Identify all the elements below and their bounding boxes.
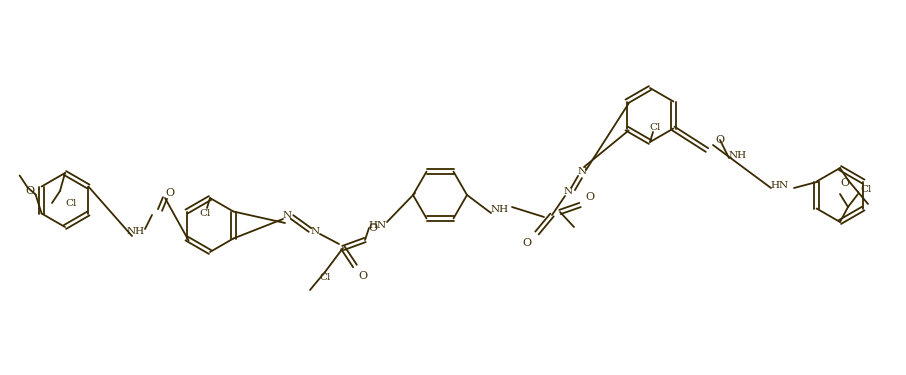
Text: O: O <box>166 188 175 198</box>
Text: NH: NH <box>491 206 509 214</box>
Text: Cl: Cl <box>861 186 872 195</box>
Text: O: O <box>359 271 368 281</box>
Text: HN: HN <box>369 220 387 230</box>
Text: HN: HN <box>771 180 789 189</box>
Text: O: O <box>841 178 850 188</box>
Text: NH: NH <box>729 150 747 159</box>
Text: N: N <box>564 188 573 196</box>
Text: Cl: Cl <box>319 273 331 282</box>
Text: O: O <box>523 238 532 248</box>
Text: N: N <box>311 228 320 237</box>
Text: Cl: Cl <box>650 123 660 132</box>
Text: O: O <box>369 223 378 233</box>
Text: NH: NH <box>127 228 145 237</box>
Text: N: N <box>577 168 586 177</box>
Text: O: O <box>25 186 34 196</box>
Text: O: O <box>585 192 594 202</box>
Text: O: O <box>716 135 725 145</box>
Text: Cl: Cl <box>199 209 211 218</box>
Text: N: N <box>283 210 292 219</box>
Text: Cl: Cl <box>65 198 77 207</box>
